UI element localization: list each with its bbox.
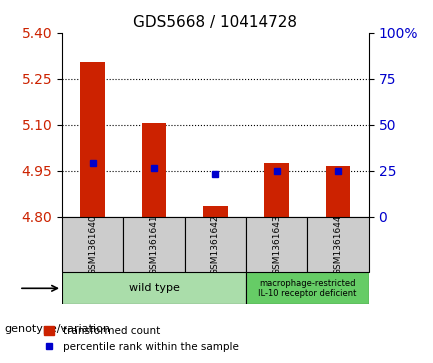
Bar bbox=[142, 123, 166, 217]
Bar bbox=[265, 163, 289, 217]
FancyBboxPatch shape bbox=[307, 217, 369, 272]
Text: GSM1361642: GSM1361642 bbox=[211, 214, 220, 275]
Bar bbox=[203, 206, 228, 217]
FancyBboxPatch shape bbox=[246, 217, 307, 272]
Title: GDS5668 / 10414728: GDS5668 / 10414728 bbox=[133, 15, 297, 30]
Text: GSM1361640: GSM1361640 bbox=[88, 214, 97, 275]
Text: GSM1361641: GSM1361641 bbox=[149, 214, 158, 275]
Legend: transformed count, percentile rank within the sample: transformed count, percentile rank withi… bbox=[40, 322, 243, 356]
FancyBboxPatch shape bbox=[246, 272, 369, 305]
FancyBboxPatch shape bbox=[123, 217, 185, 272]
Text: genotype/variation: genotype/variation bbox=[4, 323, 110, 334]
FancyBboxPatch shape bbox=[62, 217, 123, 272]
Text: macrophage-restricted
IL-10 receptor deficient: macrophage-restricted IL-10 receptor def… bbox=[258, 279, 357, 298]
FancyBboxPatch shape bbox=[185, 217, 246, 272]
Bar bbox=[81, 62, 105, 217]
FancyBboxPatch shape bbox=[62, 272, 246, 305]
Text: GSM1361643: GSM1361643 bbox=[272, 214, 281, 275]
Bar bbox=[326, 166, 350, 217]
Text: GSM1361644: GSM1361644 bbox=[333, 214, 343, 275]
Text: wild type: wild type bbox=[129, 283, 179, 293]
